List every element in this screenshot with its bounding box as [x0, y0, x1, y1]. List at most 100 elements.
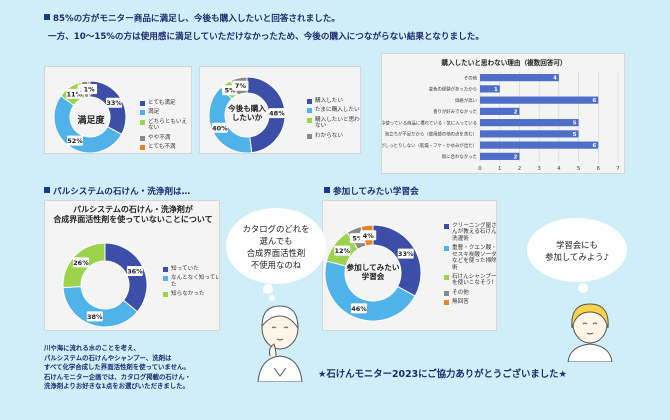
- legend-label: 購入したい: [315, 98, 343, 104]
- legend-swatch: [140, 119, 145, 125]
- legend-label: とても満足: [148, 100, 176, 106]
- category-label: 肌に合わなかった: [442, 153, 477, 160]
- woman-illustration: [257, 305, 303, 382]
- data-label-box-repurchase-1: [211, 122, 228, 133]
- surfactant-chart-title: パルシステムの石けん・洗浄剤が 合成界面活性剤を使っていないことについて: [53, 205, 213, 224]
- legend-swatch: [444, 246, 449, 252]
- legend-item-satisfaction-1: 満足: [140, 109, 191, 116]
- legend-item-study-3: その他: [444, 289, 496, 296]
- bar-0: [480, 74, 559, 82]
- legend-item-study-1: 重曹・クエン酸・セスキ炭酸ソーダなどを使った掃除術: [444, 245, 496, 271]
- repurchase-legend: 購入したいたまに購入したい購入したいと思わないわからない: [307, 98, 360, 142]
- legend-swatch: [163, 292, 168, 298]
- bar-2: [480, 96, 599, 104]
- legend-item-surfactant-2: 知らなかった: [163, 291, 219, 298]
- data-label-surfactant-0: 36%: [127, 267, 143, 275]
- satisfaction-chart-title: 満足度: [77, 116, 105, 126]
- thanks-message: ★石けんモニター2023にご協力ありがとうございました★: [318, 369, 567, 380]
- legend-item-surfactant-0: 知っていた: [163, 266, 219, 272]
- square-bullet-icon: [324, 187, 330, 193]
- data-label-repurchase-0: 48%: [269, 110, 285, 118]
- square-bullet-icon: [44, 14, 50, 20]
- bar-7: [480, 152, 520, 160]
- legend-label: その他: [452, 289, 469, 296]
- legend-item-repurchase-2: 購入したいと思わない: [307, 116, 360, 130]
- data-label-repurchase-2: 5%: [225, 87, 237, 95]
- data-label-box-surfactant-2: [72, 257, 89, 268]
- satisfaction-chart: 33%52%11%3%1% 満足度 とても満足満足どちらともいえないやや不満とて…: [44, 66, 192, 154]
- legend-label: わからない: [315, 132, 343, 139]
- legend-swatch: [444, 300, 449, 306]
- surfactant-chart: 36% 38% 26% パルシステムの石けん・洗浄剤が 合成界面活性剤を使っていない…: [44, 200, 220, 331]
- legend-label: 知らなかった: [171, 291, 205, 298]
- intro-line-1-text: 85%の方がモニター商品に満足し、今後も購入したいと回答されました。: [53, 14, 340, 24]
- thought-bubble-left: カタログのどれを 選んでも 合成界面活性剤 不使用なのね: [242, 223, 310, 271]
- bar-3: [480, 107, 520, 115]
- reasons-chart-title: 購入したいと思わない理由（複数回答可）: [440, 58, 566, 67]
- x-tick-label: 5: [577, 166, 580, 172]
- legend-swatch: [140, 110, 145, 116]
- bar-value-label: 6: [593, 143, 597, 149]
- bar-value-label: 2: [514, 154, 518, 160]
- legend-label: 満足: [148, 109, 160, 116]
- legend-swatch: [140, 145, 145, 151]
- legend-swatch: [163, 267, 168, 272]
- legend-label: どちらともいえない: [148, 118, 188, 132]
- x-tick-label: 1: [498, 166, 501, 172]
- legend-swatch: [140, 101, 145, 106]
- data-label-study-2: 12%: [334, 247, 350, 255]
- repurchase-pie-svg: 48% 40% 5%7%: [208, 76, 286, 153]
- bar-value-label: 6: [593, 98, 597, 104]
- data-label-box-surfactant-0: [126, 265, 143, 276]
- legend-item-repurchase-1: たまに購入したい: [307, 107, 360, 114]
- bar-value-label: 4: [553, 76, 557, 82]
- study-pie-svg: 33% 46% 12%5% 4%: [324, 224, 422, 322]
- legend-label: たまに購入したい: [315, 107, 360, 114]
- legend-item-study-0: クリーニング屋さんが教える石けん洗濯術: [444, 223, 497, 242]
- x-tick-label: 3: [537, 166, 540, 172]
- legend-label: クリーニング屋さんが教える石けん洗濯術: [452, 223, 497, 242]
- data-label-repurchase-3: 7%: [235, 82, 247, 90]
- bar-1: [480, 85, 500, 93]
- data-label-repurchase-1: 40%: [212, 124, 228, 132]
- data-label-box-satisfaction-0: [106, 97, 123, 108]
- category-label: 泡立ちが不足だから（使用感の他の点を含む）: [385, 131, 477, 138]
- legend-swatch: [163, 276, 168, 282]
- bar-5: [480, 130, 579, 138]
- legend-item-satisfaction-3: やや不満: [140, 135, 191, 141]
- reasons-bar-svg: 購入したいと思わない理由（複数回答可） 0 1 2 3 4 5 6 7 その他 4 変色の経験があった…: [382, 58, 620, 172]
- legend-swatch: [444, 274, 449, 280]
- bar-6: [480, 141, 599, 149]
- bar-value-label: 5: [573, 121, 577, 127]
- legend-item-study-4: 無回答: [444, 299, 496, 306]
- legend-swatch: [307, 133, 312, 139]
- legend-swatch: [444, 290, 449, 296]
- study-legend: クリーニング屋さんが教える石けん洗濯術重曹・クエン酸・セスキ炭酸ソーダなどを使っ…: [444, 223, 497, 309]
- data-label-satisfaction-1: 52%: [67, 137, 83, 145]
- data-label-box-surfactant-1: [86, 311, 103, 322]
- legend-swatch: [307, 117, 312, 123]
- legend-swatch: [307, 108, 312, 114]
- intro-line-1: 85%の方がモニター商品に満足し、今後も購入したいと回答されました。: [44, 12, 340, 24]
- satisfaction-pie-svg: 33%52%11%3%1%: [53, 80, 127, 153]
- surfactant-note: 川や海に流れる水のことを考え、 パルシステムの石けんやシャンプー、洗剤は すべて…: [44, 344, 191, 391]
- repurchase-chart-title: 今後も購入したいか: [228, 104, 266, 123]
- legend-label: 知っていた: [171, 266, 199, 272]
- x-tick-label: 6: [597, 166, 601, 172]
- legend-swatch: [444, 224, 449, 229]
- slice-study-0: [372, 224, 422, 297]
- legend-label: なんとなく知っていた: [171, 275, 220, 288]
- slice-surfactant-0: [104, 242, 148, 313]
- legend-label: 購入したいと思わない: [315, 116, 360, 130]
- bar-value-label: 5: [573, 132, 577, 138]
- category-label: 価格が高い: [455, 97, 478, 104]
- x-tick-label: 7: [616, 166, 619, 172]
- data-label-box-satisfaction-1: [66, 135, 83, 146]
- data-label-box-repurchase-3: [232, 80, 249, 91]
- data-label-satisfaction-4: 1%: [84, 86, 96, 94]
- data-label-box-satisfaction-4: [81, 84, 98, 95]
- soap-section-heading: パルシステムの石けん・洗浄剤は…: [44, 185, 190, 197]
- data-label-box-repurchase-0: [268, 108, 285, 119]
- legend-item-satisfaction-0: とても満足: [140, 100, 191, 106]
- bar-value-label: 1: [494, 87, 498, 93]
